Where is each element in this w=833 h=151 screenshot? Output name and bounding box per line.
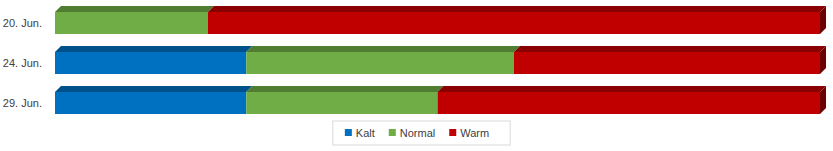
legend-label: Warm (460, 127, 489, 139)
bar-bevel (55, 86, 252, 92)
bar-bevel (438, 86, 827, 92)
bar-bevel (246, 46, 520, 52)
bar-segment (55, 52, 246, 74)
bar-bevel (55, 6, 214, 12)
bar-segment (208, 12, 820, 34)
bar-segment (55, 12, 208, 34)
bar-side (820, 46, 826, 74)
legend: Kalt Normal Warm (333, 121, 510, 145)
bar-segment (514, 52, 820, 74)
chart-container: 20. Jun. 24. Jun. 29. Jun. Kalt Normal Warm (0, 0, 833, 151)
bar-side (820, 6, 826, 34)
bar-segment (55, 92, 246, 114)
legend-swatch (345, 129, 352, 136)
legend-label: Kalt (356, 127, 375, 139)
bar-bevel (246, 86, 443, 92)
legend-box (333, 121, 510, 145)
category-label: 20. Jun. (3, 17, 42, 29)
bar-segment (246, 92, 437, 114)
category-label: 29. Jun. (3, 97, 42, 109)
bar-bevel (208, 6, 826, 12)
bars (55, 6, 826, 114)
bar-segment (246, 52, 514, 74)
category-label: 24. Jun. (3, 57, 42, 69)
legend-swatch (449, 129, 456, 136)
chart-svg: 20. Jun. 24. Jun. 29. Jun. Kalt Normal Warm (0, 0, 833, 151)
bar-side (820, 86, 826, 114)
legend-swatch (389, 129, 396, 136)
legend-label: Normal (400, 127, 435, 139)
bar-segment (438, 92, 821, 114)
bar-bevel (514, 46, 826, 52)
bar-bevel (55, 46, 252, 52)
